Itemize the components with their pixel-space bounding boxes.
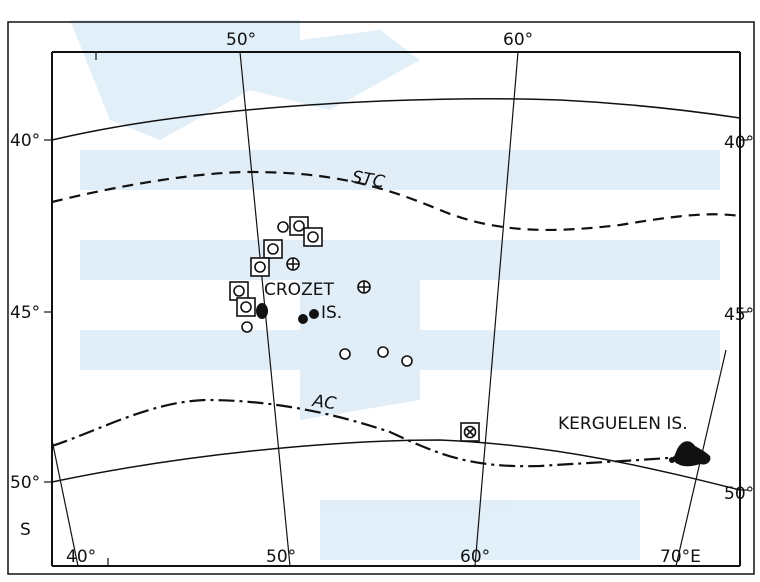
lon-label-bottom-40: 40°	[66, 547, 96, 567]
watermark	[70, 20, 720, 560]
boxed-point	[236, 297, 256, 317]
circle-plus-point	[286, 257, 300, 271]
open-point	[339, 348, 351, 360]
meridian-60	[474, 51, 519, 567]
stc-front	[51, 170, 741, 232]
kerguelen-island	[674, 441, 711, 467]
open-point	[377, 346, 389, 358]
filled-points	[298, 309, 319, 324]
kerguelen-label: KERGUELEN IS.	[558, 414, 688, 434]
lat-label-left-50: 50°	[10, 473, 40, 493]
open-points	[241, 221, 413, 367]
ac-front	[51, 398, 691, 468]
ticks	[44, 52, 748, 566]
circle-plus-point	[357, 280, 371, 294]
crozet-island	[256, 303, 268, 319]
lon-label-bottom-70: 70°E	[660, 547, 701, 567]
ac-label: AC	[310, 391, 337, 414]
parallel-50	[51, 439, 741, 491]
hemisphere-label: S	[20, 520, 31, 540]
lon-label-bottom-50: 50°	[266, 547, 296, 567]
lat-label-right-45: 45°	[724, 305, 754, 325]
boxed-circle-x-point	[460, 422, 480, 442]
open-point	[277, 221, 289, 233]
boxed-point	[250, 257, 270, 277]
lat-label-right-50: 50°	[724, 484, 754, 504]
meridian-40	[51, 439, 79, 567]
boxed-point	[263, 239, 283, 259]
lon-label-top-60: 60°	[503, 30, 533, 50]
crozet-label: CROZET	[264, 280, 334, 300]
lat-label-right-40: 40°	[724, 133, 754, 153]
plot-border	[51, 51, 741, 567]
boxed-points	[229, 216, 323, 317]
lat-label-left-40: 40°	[10, 131, 40, 151]
boxed-point	[303, 227, 323, 247]
open-point	[241, 321, 253, 333]
circle-plus-points	[286, 257, 371, 294]
lon-label-top-50: 50°	[226, 30, 256, 50]
crozet-is-label: IS.	[321, 303, 342, 323]
filled-point	[309, 309, 319, 319]
filled-point	[298, 314, 308, 324]
map-frame	[7, 21, 755, 575]
kerguelen-blob	[669, 457, 675, 463]
parallels	[51, 98, 741, 491]
lon-label-bottom-60: 60°	[460, 547, 490, 567]
lat-label-left-45: 45°	[10, 303, 40, 323]
open-point	[401, 355, 413, 367]
parallel-40	[51, 98, 741, 141]
